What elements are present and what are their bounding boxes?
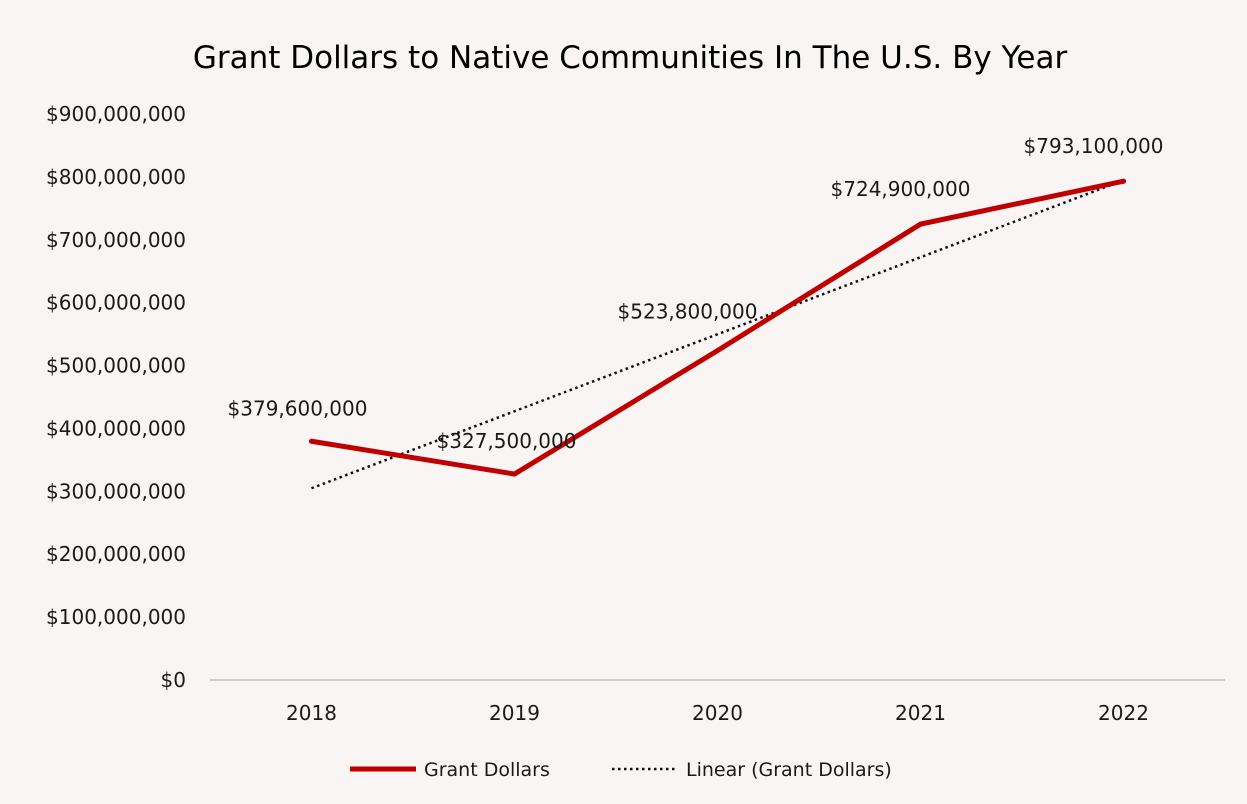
data-label: $793,100,000 <box>1024 134 1164 158</box>
y-tick-label: $900,000,000 <box>46 102 186 126</box>
x-axis: 2018 2019 2020 2021 2022 <box>286 701 1149 725</box>
x-tick-label: 2018 <box>286 701 337 725</box>
data-point <box>918 221 923 227</box>
data-point <box>309 438 314 444</box>
y-tick-label: $700,000,000 <box>46 228 186 252</box>
data-label: $724,900,000 <box>831 177 971 201</box>
y-tick-label: $400,000,000 <box>46 416 186 440</box>
legend: Grant Dollars Linear (Grant Dollars) <box>350 759 892 781</box>
y-tick-label: $200,000,000 <box>46 542 186 566</box>
y-tick-label: $600,000,000 <box>46 291 186 315</box>
legend-label-linear-trend: Linear (Grant Dollars) <box>686 759 892 781</box>
data-labels: $379,600,000 $327,500,000 $523,800,000 $724… <box>228 134 1164 453</box>
chart-title: Grant Dollars to Native Communities In T… <box>193 40 1068 76</box>
data-point <box>715 348 720 354</box>
y-axis: $0 $100,000,000 $200,000,000 $300,000,000 $4… <box>46 102 186 692</box>
x-tick-label: 2019 <box>489 701 540 725</box>
data-point <box>512 471 517 477</box>
y-tick-label: $500,000,000 <box>46 354 186 378</box>
legend-label-grant-dollars: Grant Dollars <box>424 759 550 781</box>
data-label: $523,800,000 <box>618 300 758 324</box>
plot-area <box>309 178 1126 490</box>
data-point <box>1121 178 1126 184</box>
y-tick-label: $300,000,000 <box>46 479 186 503</box>
y-tick-label: $800,000,000 <box>46 165 186 189</box>
x-tick-label: 2021 <box>895 701 946 725</box>
trendline-linear <box>311 179 1124 490</box>
data-label: $379,600,000 <box>228 396 368 420</box>
data-label: $327,500,000 <box>437 429 577 453</box>
x-tick-label: 2020 <box>692 701 743 725</box>
x-tick-label: 2022 <box>1098 701 1149 725</box>
y-tick-label: $0 <box>161 668 186 692</box>
y-tick-label: $100,000,000 <box>46 605 186 629</box>
